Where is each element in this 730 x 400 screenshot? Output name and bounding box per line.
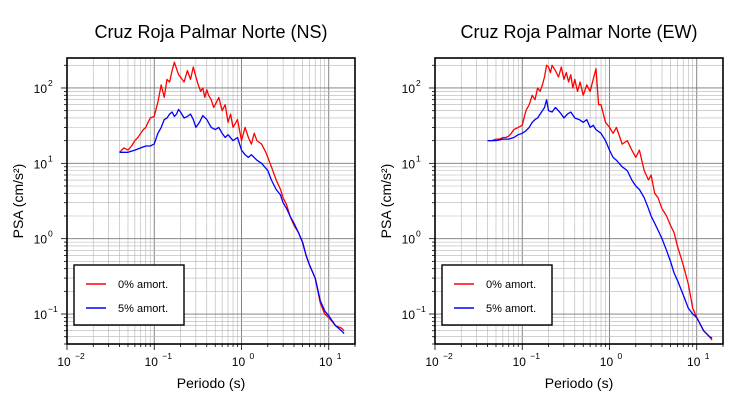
y-tick-label: 10 xyxy=(402,157,416,171)
x-tick-label: 10 xyxy=(319,355,333,369)
x-tick-label: 10 xyxy=(232,355,246,369)
chart-title: Cruz Roja Palmar Norte (NS) xyxy=(94,22,327,42)
y-tick-label: 10 xyxy=(402,308,416,322)
legend-label-2: 5% amort. xyxy=(486,303,536,315)
legend-label-2: 5% amort. xyxy=(118,303,168,315)
chart-panel-2: 10 −2 10 −1 10 0 10 110 −110 010 110 20% amort.5% a… xyxy=(378,22,724,391)
y-tick-exponent: 2 xyxy=(416,78,421,88)
ticks xyxy=(61,64,356,350)
plot-frame xyxy=(434,57,724,345)
legend-box xyxy=(441,264,553,326)
legend: 0% amort. 5% amort. xyxy=(73,264,185,326)
chart-title: Cruz Roja Palmar Norte (EW) xyxy=(460,22,697,42)
plot-frame xyxy=(66,57,356,345)
x-tick-label: 10 xyxy=(600,355,614,369)
x-tick-exponent: −2 xyxy=(443,351,453,361)
x-axis-label: Periodo (s) xyxy=(177,375,245,391)
legend-label-1: 0% amort. xyxy=(486,279,536,291)
y-tick-label: 10 xyxy=(34,308,48,322)
y-tick-label: 10 xyxy=(402,233,416,247)
x-tick-exponent: 0 xyxy=(617,351,622,361)
y-tick-label: 10 xyxy=(34,233,48,247)
x-tick-exponent: −1 xyxy=(530,351,540,361)
y-tick-label: 10 xyxy=(34,157,48,171)
y-tick-exponent: −1 xyxy=(416,304,426,314)
x-tick-label: 10 xyxy=(687,355,701,369)
series-line-1 xyxy=(487,64,713,341)
y-tick-label: 10 xyxy=(34,82,48,96)
y-tick-exponent: 1 xyxy=(416,153,421,163)
x-tick-exponent: −1 xyxy=(162,351,172,361)
y-axis-label: PSA (cm/s²) xyxy=(10,164,26,239)
x-tick-exponent: 1 xyxy=(705,351,710,361)
x-tick-label: 10 xyxy=(425,355,439,369)
x-tick-exponent: 0 xyxy=(249,351,254,361)
x-tick-exponent: 1 xyxy=(337,351,342,361)
y-tick-exponent: 0 xyxy=(48,229,53,239)
series-line-2 xyxy=(119,108,345,335)
x-tick-label: 10 xyxy=(145,355,159,369)
y-axis-label: PSA (cm/s²) xyxy=(378,164,394,239)
y-tick-exponent: 2 xyxy=(48,78,53,88)
x-tick-exponent: −2 xyxy=(75,351,85,361)
series-line-2 xyxy=(487,99,713,339)
legend-box xyxy=(73,264,185,326)
chart-panel-1: 10 −2 10 −1 10 0 10 110 −110 010 110 20% amort.5% a… xyxy=(10,22,356,391)
y-tick-exponent: −1 xyxy=(48,304,58,314)
x-axis-label: Periodo (s) xyxy=(545,375,613,391)
y-tick-exponent: 0 xyxy=(416,229,421,239)
legend: 0% amort. 5% amort. xyxy=(441,264,553,326)
x-tick-label: 10 xyxy=(513,355,527,369)
y-tick-exponent: 1 xyxy=(48,153,53,163)
y-tick-label: 10 xyxy=(402,82,416,96)
legend-label-1: 0% amort. xyxy=(118,279,168,291)
x-tick-label: 10 xyxy=(57,355,71,369)
